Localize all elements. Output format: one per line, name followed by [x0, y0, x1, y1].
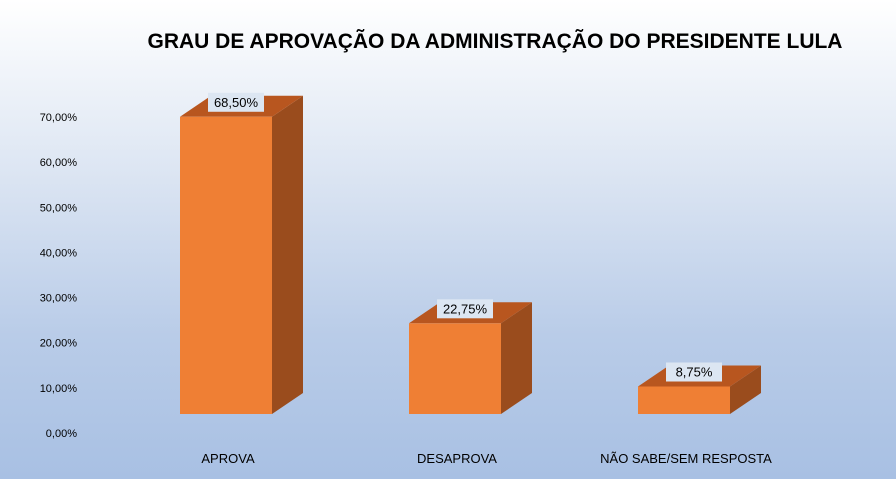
data-label: 22,75%	[443, 301, 488, 316]
y-tick-label: 10,00%	[40, 383, 78, 395]
x-tick-label: DESAPROVA	[417, 451, 497, 466]
y-tick-label: 40,00%	[40, 247, 78, 259]
chart-title: GRAU DE APROVAÇÃO DA ADMINISTRAÇÃO DO PR…	[147, 30, 843, 53]
y-tick-label: 0,00%	[46, 428, 77, 440]
data-label-box	[208, 92, 264, 112]
data-label: 8,75%	[676, 365, 713, 380]
data-label-box	[437, 299, 493, 319]
y-tick-label: 30,00%	[40, 293, 78, 305]
bar	[638, 386, 730, 414]
y-tick-label: 20,00%	[40, 338, 78, 350]
x-tick-label: NÃO SABE/SEM RESPOSTA	[600, 451, 772, 466]
x-tick-label: APROVA	[201, 451, 255, 466]
y-tick-label: 70,00%	[40, 112, 78, 124]
bar	[180, 116, 272, 415]
bar-side	[272, 95, 303, 415]
y-tick-label: 60,00%	[40, 157, 78, 169]
bar-side	[501, 302, 532, 414]
bar	[409, 323, 501, 414]
bar-side	[730, 365, 761, 414]
data-label: 68,50%	[214, 95, 259, 110]
y-tick-label: 50,00%	[40, 202, 78, 214]
data-label-box	[666, 362, 722, 382]
